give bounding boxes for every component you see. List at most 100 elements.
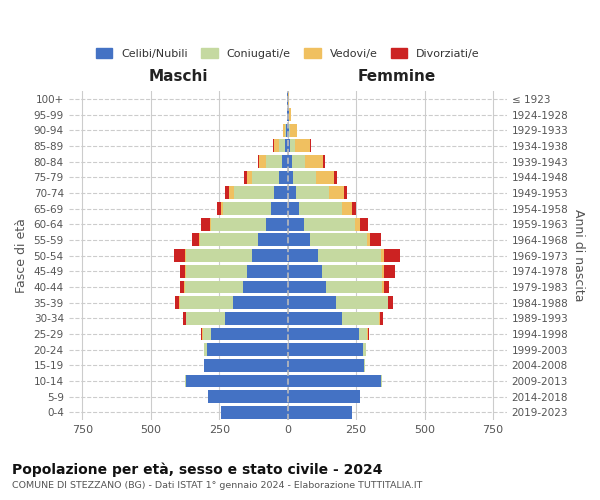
Bar: [184, 280, 185, 293]
Bar: [201, 328, 202, 340]
Bar: [289, 124, 290, 136]
Bar: [287, 249, 318, 262]
Bar: [287, 155, 292, 168]
Bar: [287, 359, 364, 372]
Bar: [185, 374, 187, 388]
Bar: [244, 171, 247, 183]
Bar: [322, 265, 382, 278]
Bar: [287, 186, 296, 200]
Bar: [208, 390, 287, 403]
Bar: [287, 280, 326, 293]
Bar: [343, 202, 352, 215]
Bar: [203, 328, 211, 340]
Bar: [233, 296, 287, 309]
Bar: [221, 202, 223, 215]
Bar: [247, 265, 287, 278]
Bar: [174, 249, 185, 262]
Bar: [257, 155, 259, 168]
Bar: [382, 265, 385, 278]
Bar: [211, 218, 266, 230]
Bar: [381, 249, 383, 262]
Bar: [334, 171, 337, 183]
Bar: [183, 312, 186, 324]
Legend: Celibi/Nubili, Coniugati/e, Vedovi/e, Divorziati/e: Celibi/Nubili, Coniugati/e, Vedovi/e, Di…: [91, 44, 484, 64]
Bar: [185, 280, 242, 293]
Bar: [287, 140, 290, 152]
Bar: [293, 171, 316, 183]
Bar: [360, 218, 368, 230]
Bar: [367, 234, 370, 246]
Bar: [287, 296, 335, 309]
Bar: [225, 312, 287, 324]
Bar: [285, 140, 287, 152]
Bar: [204, 343, 207, 356]
Bar: [247, 171, 252, 183]
Bar: [299, 202, 343, 215]
Bar: [280, 140, 285, 152]
Bar: [217, 202, 221, 215]
Bar: [352, 202, 356, 215]
Bar: [335, 296, 388, 309]
Bar: [329, 186, 344, 200]
Bar: [295, 140, 310, 152]
Bar: [257, 234, 287, 246]
Bar: [310, 234, 367, 246]
Bar: [383, 249, 400, 262]
Bar: [185, 249, 187, 262]
Bar: [266, 218, 287, 230]
Bar: [359, 328, 367, 340]
Bar: [381, 374, 382, 388]
Bar: [287, 108, 289, 121]
Bar: [242, 280, 287, 293]
Bar: [290, 124, 297, 136]
Bar: [266, 155, 282, 168]
Bar: [286, 124, 287, 136]
Text: Popolazione per età, sesso e stato civile - 2024: Popolazione per età, sesso e stato civil…: [12, 462, 383, 477]
Bar: [187, 312, 225, 324]
Bar: [175, 296, 179, 309]
Bar: [287, 218, 304, 230]
Bar: [271, 202, 287, 215]
Bar: [274, 140, 280, 152]
Bar: [287, 343, 363, 356]
Bar: [185, 265, 187, 278]
Bar: [363, 343, 366, 356]
Bar: [318, 249, 381, 262]
Bar: [187, 265, 247, 278]
Bar: [287, 390, 360, 403]
Bar: [287, 312, 343, 324]
Bar: [290, 140, 295, 152]
Bar: [187, 249, 252, 262]
Bar: [368, 328, 369, 340]
Bar: [179, 296, 233, 309]
Bar: [316, 171, 334, 183]
Bar: [287, 265, 322, 278]
Bar: [211, 328, 287, 340]
Bar: [287, 202, 299, 215]
Bar: [221, 406, 287, 418]
Bar: [388, 296, 392, 309]
Bar: [180, 280, 184, 293]
Bar: [235, 186, 274, 200]
Bar: [287, 374, 381, 388]
Text: Maschi: Maschi: [148, 70, 208, 84]
Bar: [296, 186, 329, 200]
Bar: [344, 186, 347, 200]
Bar: [202, 218, 209, 230]
Y-axis label: Anni di nascita: Anni di nascita: [572, 210, 585, 302]
Bar: [252, 249, 287, 262]
Bar: [200, 234, 257, 246]
Bar: [229, 186, 235, 200]
Bar: [285, 124, 286, 136]
Bar: [223, 202, 271, 215]
Bar: [252, 171, 280, 183]
Bar: [287, 328, 359, 340]
Bar: [287, 234, 310, 246]
Bar: [280, 171, 287, 183]
Bar: [207, 343, 287, 356]
Bar: [225, 186, 229, 200]
Bar: [179, 265, 185, 278]
Bar: [289, 108, 291, 121]
Bar: [292, 155, 305, 168]
Y-axis label: Fasce di età: Fasce di età: [15, 218, 28, 293]
